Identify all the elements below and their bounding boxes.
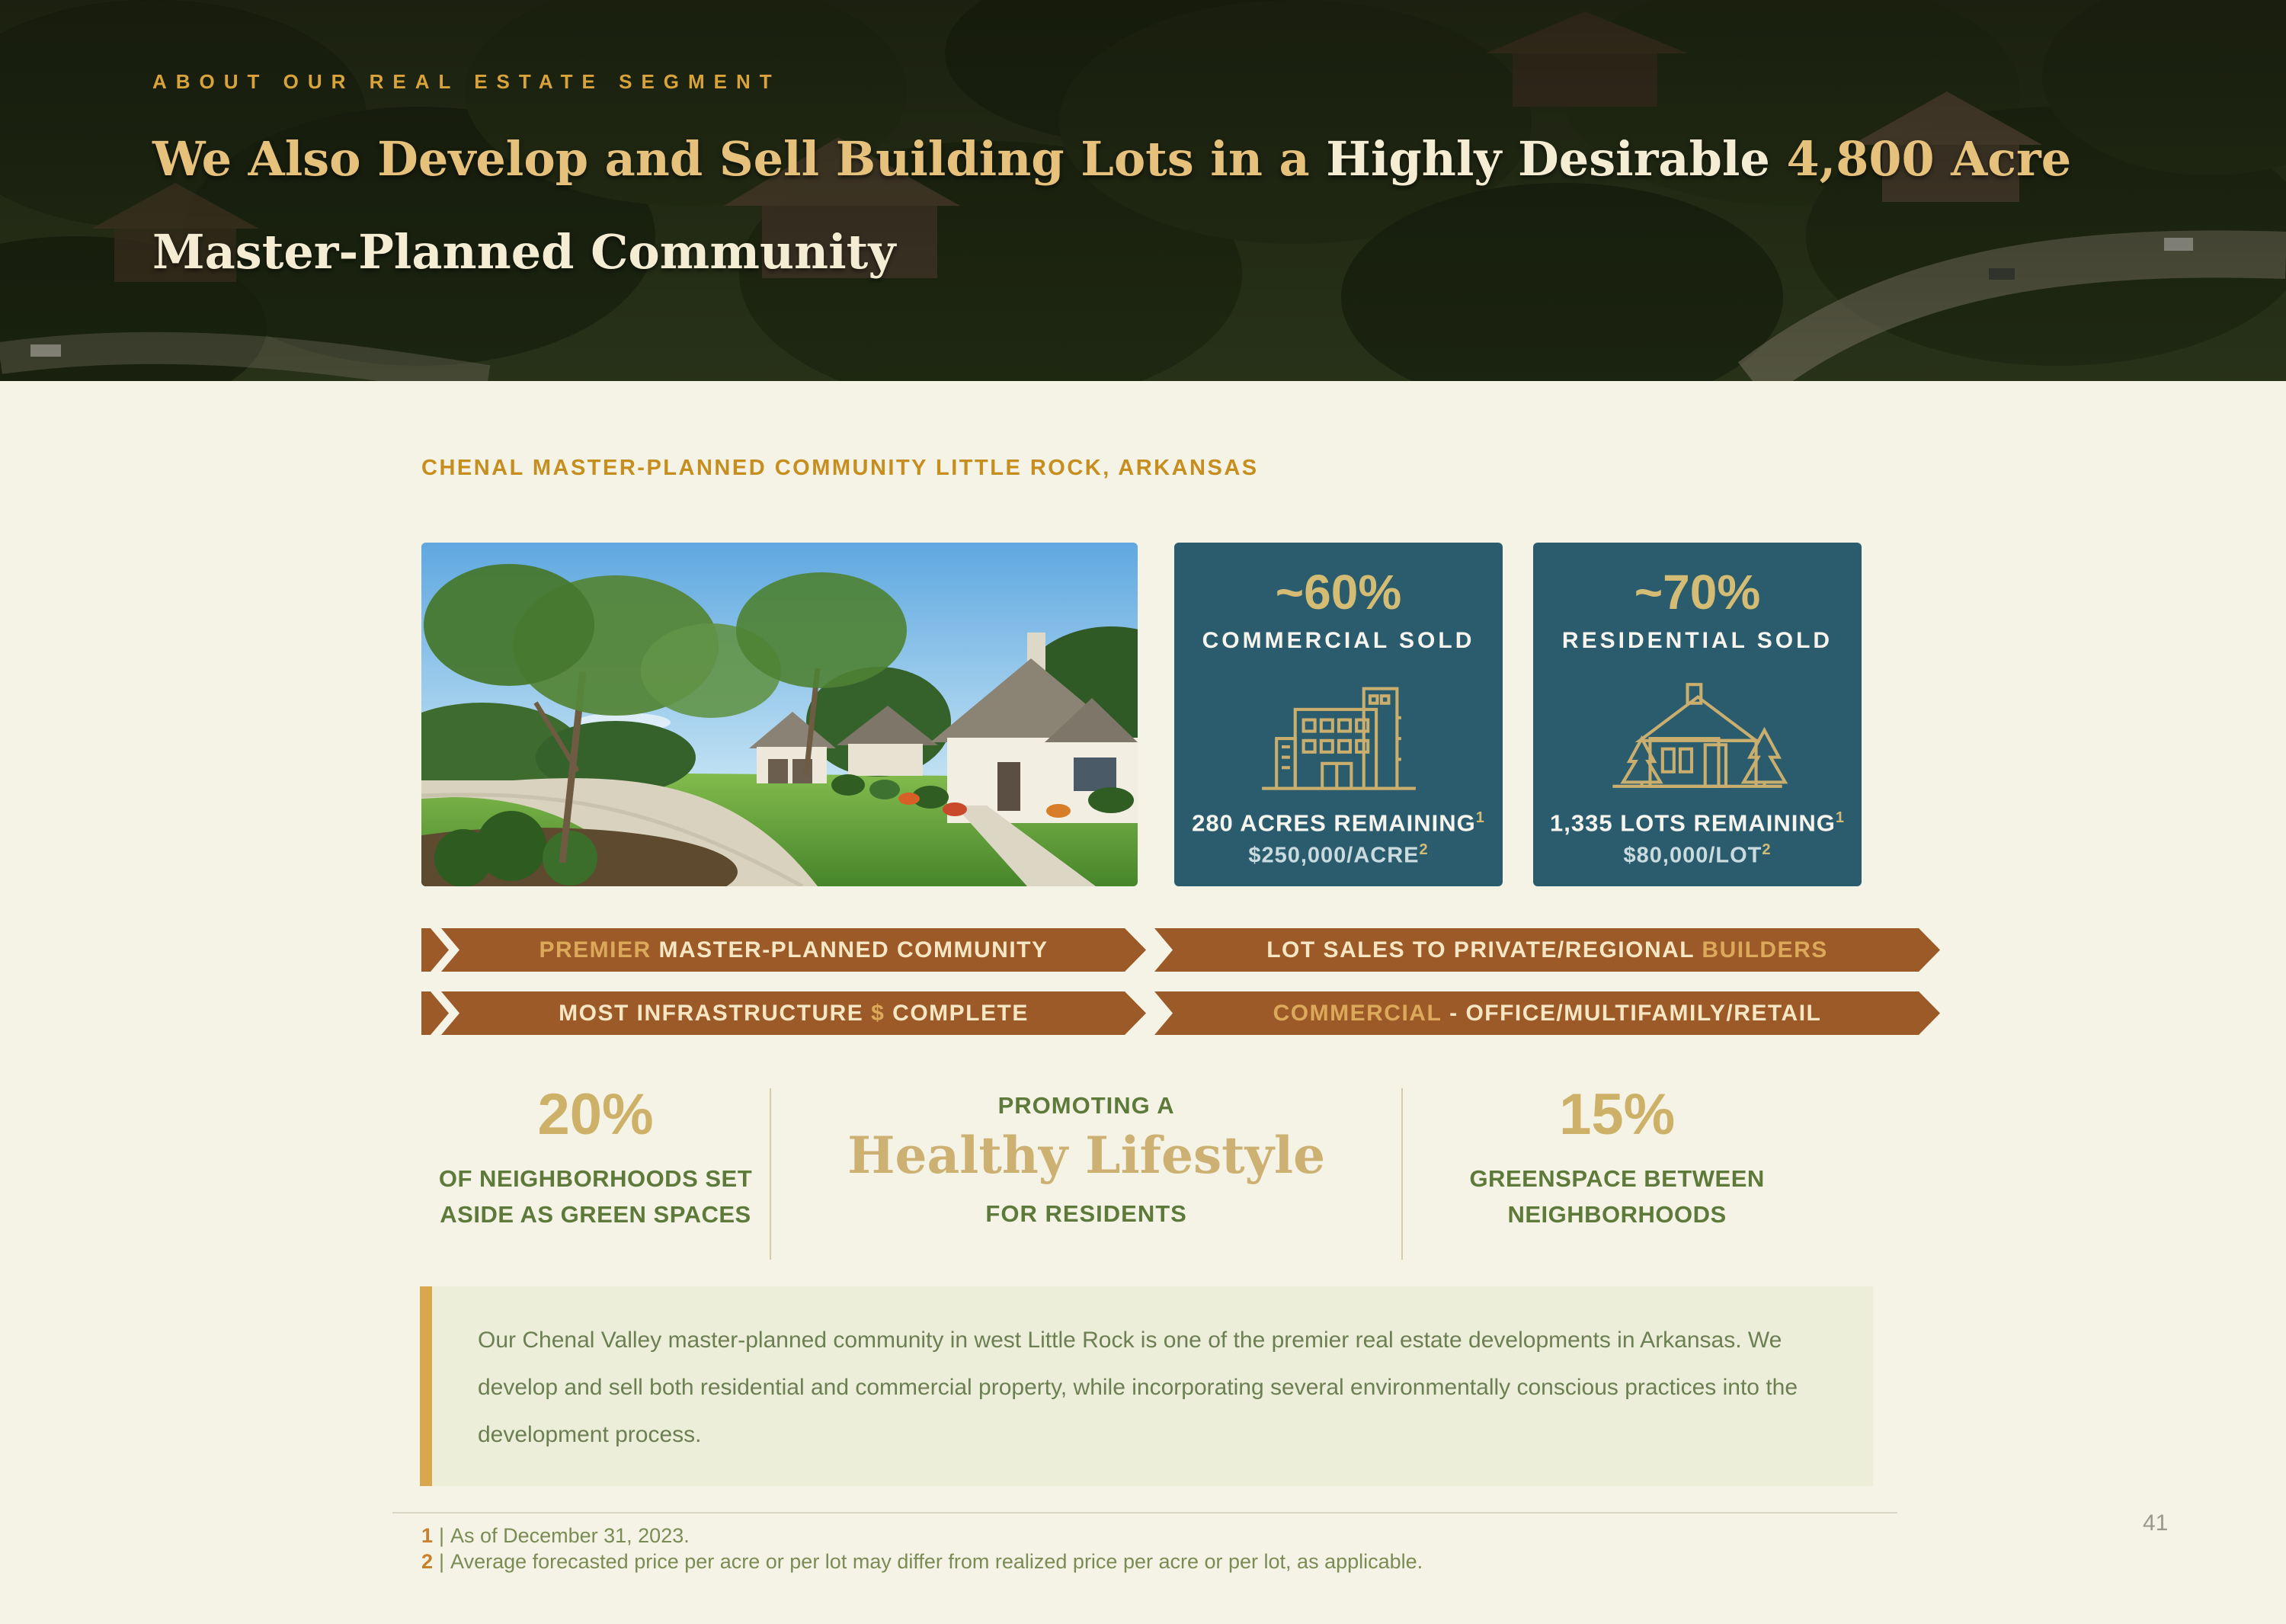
residential-sold-label: RESIDENTIAL SOLD <box>1561 628 1833 653</box>
panel-accent-bar <box>420 1286 432 1486</box>
ribbon-row-1: PREMIER MASTER-PLANNED COMMUNITY LOT SAL… <box>421 928 1940 972</box>
stat-card-residential: ~70% RESIDENTIAL SOLD 1,335 LOTS REMAINI… <box>1533 543 1862 886</box>
price-per-acre: $250,000/ACRE2 <box>1248 841 1429 868</box>
ribbon-lot-sales: LOT SALES TO PRIVATE/REGIONAL BUILDERS <box>1154 928 1940 972</box>
aerial-neighborhood-photo <box>0 0 2286 381</box>
ribbon-premier-community: PREMIER MASTER-PLANNED COMMUNITY <box>441 928 1146 972</box>
house-with-trees-icon <box>1600 672 1795 793</box>
residential-sold-percent: ~70% <box>1634 565 1761 620</box>
hero-title-acreage: 4,800 Acre <box>1769 131 2072 187</box>
ribbon-infrastructure: MOST INFRASTRUCTURE $ COMPLETE <box>441 991 1146 1035</box>
stat-greenspace: 15% GREENSPACE BETWEEN NEIGHBORHOODS <box>1403 1086 1831 1265</box>
commercial-sold-label: COMMERCIAL SOLD <box>1202 628 1475 653</box>
ribbon-row-2: MOST INFRASTRUCTURE $ COMPLETE COMMERCIA… <box>421 991 1940 1035</box>
highlight-stats: 20% OF NEIGHBORHOODS SET ASIDE AS GREEN … <box>421 1086 1831 1265</box>
vertical-divider <box>1401 1088 1404 1260</box>
footnote-marker: 2 <box>1762 841 1772 859</box>
lots-remaining: 1,335 LOTS REMAINING1 <box>1550 809 1845 837</box>
section-label: CHENAL MASTER-PLANNED COMMUNITY LITTLE R… <box>421 456 1259 480</box>
hero-eyebrow: ABOUT OUR REAL ESTATE SEGMENT <box>152 70 781 93</box>
acres-remaining: 280 ACRES REMAINING1 <box>1192 809 1485 837</box>
hero-title-highlight: Highly Desirable <box>1326 131 1770 187</box>
page-number: 41 <box>2143 1510 2169 1536</box>
commercial-sold-percent: ~60% <box>1275 565 1402 620</box>
commercial-building-icon <box>1251 672 1426 793</box>
community-street-photo <box>421 543 1138 886</box>
ribbon-start-wedge <box>421 991 449 1035</box>
hero-banner: ABOUT OUR REAL ESTATE SEGMENT We Also De… <box>0 0 2286 381</box>
footnote-marker: 2 <box>1419 841 1429 859</box>
stat-healthy-lifestyle: PROMOTING A Healthy Lifestyle FOR RESIDE… <box>771 1086 1401 1265</box>
ribbon-start-wedge <box>421 928 449 972</box>
lifestyle-footer: FOR RESIDENTS <box>985 1200 1187 1227</box>
stat-card-commercial: ~60% COMMERCIAL SOLD 280 ACRES REMAINING… <box>1174 543 1503 886</box>
footnote-marker: 1 <box>1835 809 1845 826</box>
summary-text: Our Chenal Valley master-planned communi… <box>478 1328 1798 1447</box>
footer-rule <box>392 1512 1897 1513</box>
greenspace-label: GREENSPACE BETWEEN NEIGHBORHOODS <box>1469 1165 1765 1228</box>
healthy-lifestyle-headline: Healthy Lifestyle <box>847 1126 1326 1185</box>
green-spaces-percent: 20% <box>537 1082 654 1147</box>
hero-title-segment: We Also Develop and Sell Building Lots i… <box>152 131 1327 187</box>
footnote-marker: 1 <box>1475 809 1485 826</box>
summary-panel: Our Chenal Valley master-planned communi… <box>420 1286 1873 1486</box>
ribbon-commercial-types: COMMERCIAL - OFFICE/MULTIFAMILY/RETAIL <box>1154 991 1940 1035</box>
vertical-divider <box>770 1088 772 1260</box>
footnote-2: 2 | Average forecasted price per acre or p… <box>421 1550 1423 1573</box>
footnote-1: 1 | As of December 31, 2023. <box>421 1524 690 1547</box>
green-spaces-label: OF NEIGHBORHOODS SET ASIDE AS GREEN SPAC… <box>438 1165 753 1228</box>
greenspace-percent: 15% <box>1559 1082 1676 1147</box>
price-per-lot: $80,000/LOT2 <box>1623 841 1772 868</box>
stat-green-spaces: 20% OF NEIGHBORHOODS SET ASIDE AS GREEN … <box>421 1086 770 1265</box>
hero-title-line2: Master-Planned Community <box>152 224 896 280</box>
lifestyle-kicker: PROMOTING A <box>997 1092 1175 1119</box>
hero-title: We Also Develop and Sell Building Lots i… <box>152 113 2256 299</box>
